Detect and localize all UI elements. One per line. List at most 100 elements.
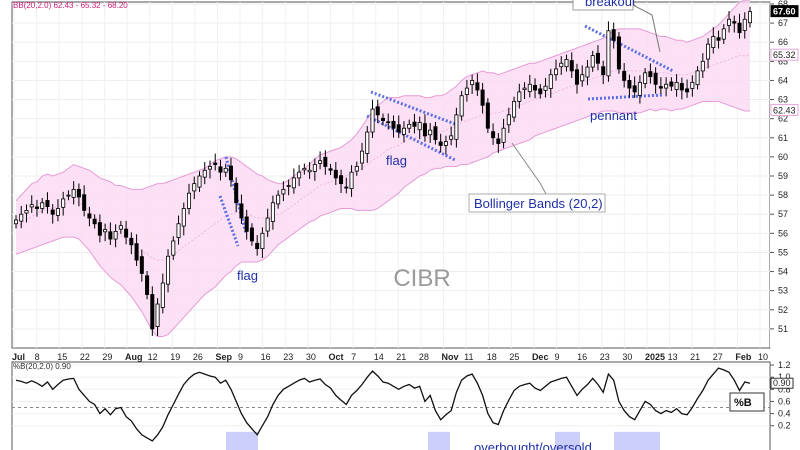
- candle-body: [349, 171, 354, 190]
- candle-body: [145, 275, 150, 295]
- candle-body: [291, 177, 296, 189]
- candle-body: [97, 222, 102, 236]
- price-tick-label: 67: [778, 18, 788, 28]
- candle-body: [354, 166, 359, 172]
- time-axis-label: 23: [283, 352, 293, 362]
- candle-body: [323, 156, 328, 167]
- price-tag-box: [770, 5, 799, 18]
- candle-body: [339, 175, 344, 185]
- time-axis-label: 12: [148, 352, 158, 362]
- candle-body: [732, 21, 737, 24]
- price-tag-label: 62.43: [773, 105, 796, 115]
- time-axis-label: 28: [419, 352, 429, 362]
- time-axis-label: Jul: [12, 352, 25, 362]
- candle-body: [679, 83, 684, 91]
- candle-body: [543, 85, 548, 91]
- candle-body: [380, 117, 385, 121]
- percentb-legend-label: %B: [734, 397, 752, 409]
- candle-body: [417, 122, 422, 131]
- candle-body: [700, 60, 705, 72]
- price-tick-label: 64: [778, 75, 788, 85]
- price-tick-label: 53: [778, 286, 788, 296]
- candle-body: [391, 120, 396, 129]
- price-tick-label: 54: [778, 267, 788, 277]
- candle-body: [34, 206, 39, 209]
- time-axis-label: 8: [35, 352, 40, 362]
- candle-body: [637, 81, 642, 96]
- candle-body: [611, 29, 616, 41]
- price-tick-label: 52: [778, 305, 788, 315]
- price-tick-label: 63: [778, 95, 788, 105]
- flag-line-oct-upper: [370, 90, 456, 126]
- candle-body: [485, 102, 490, 129]
- candle-body: [302, 167, 307, 171]
- candle-body: [187, 192, 192, 209]
- price-tick-label: 68: [778, 0, 788, 9]
- price-tick-label: 58: [778, 190, 788, 200]
- time-axis-label: Aug: [125, 352, 143, 362]
- price-tick-label: 59: [778, 171, 788, 181]
- candle-body: [307, 169, 312, 173]
- candle-body: [82, 194, 87, 211]
- candle-body: [407, 124, 412, 129]
- candle-body: [134, 243, 139, 261]
- candle-body: [192, 183, 197, 192]
- candle-body: [480, 89, 485, 106]
- time-axis-label: 9: [555, 352, 560, 362]
- flag-line-oct-lower: [366, 114, 456, 162]
- time-axis-label: 16: [577, 352, 587, 362]
- candle-body: [260, 232, 265, 250]
- time-axis-label: Feb: [735, 352, 752, 362]
- candle-body: [443, 141, 448, 146]
- candle-body: [375, 106, 380, 116]
- percentb-tag-label: 0.90: [773, 378, 791, 388]
- time-axis-label: 19: [170, 352, 180, 362]
- candle-body: [365, 131, 370, 154]
- candle-body: [454, 114, 459, 140]
- candle-body: [606, 30, 611, 77]
- oversold-shade: [226, 431, 258, 450]
- candle-body: [61, 198, 66, 208]
- candle-body: [286, 185, 291, 187]
- candle-body: [422, 123, 427, 137]
- pennant-line-upper: [584, 24, 674, 73]
- time-axis-label: 7: [351, 352, 356, 362]
- candle-body: [92, 218, 97, 225]
- candle-body: [595, 52, 600, 64]
- candle-body: [727, 18, 732, 26]
- candle-body: [643, 72, 648, 84]
- percentb-line: [15, 367, 751, 442]
- candle-body: [533, 85, 538, 91]
- time-axis-label: Dec: [532, 352, 549, 362]
- candle-body: [76, 188, 81, 198]
- candle-body: [213, 162, 218, 165]
- time-axis-label: 29: [102, 352, 112, 362]
- candle-body: [669, 81, 674, 87]
- oversold-shade: [614, 431, 660, 450]
- candle-body: [396, 124, 401, 133]
- percentb-tick-label: 1.0: [778, 372, 791, 382]
- candle-body: [103, 229, 108, 233]
- bollinger-pointer: [511, 142, 547, 195]
- candle-body: [438, 141, 443, 146]
- candle-body: [616, 36, 621, 70]
- candle-body: [333, 169, 338, 179]
- percentb-tick-label: 0.6: [778, 396, 791, 406]
- price-tag-box: [770, 103, 799, 116]
- candle-body: [71, 188, 76, 198]
- bollinger-band-fill: [16, 0, 750, 337]
- candle-body: [449, 135, 454, 140]
- candle-body: [522, 87, 527, 91]
- candle-body: [29, 204, 34, 208]
- percentb-tick-label: 1.2: [778, 360, 791, 370]
- price-tick-label: 62: [778, 114, 788, 124]
- candle-body: [124, 228, 129, 238]
- candle-body: [690, 81, 695, 89]
- pennant-line-lower: [587, 93, 663, 101]
- time-axis-label: 16: [261, 352, 271, 362]
- candle-body: [386, 121, 391, 124]
- time-axis-label: 11: [464, 352, 473, 362]
- candle-body: [108, 231, 113, 240]
- time-axis-label: 22: [80, 352, 90, 362]
